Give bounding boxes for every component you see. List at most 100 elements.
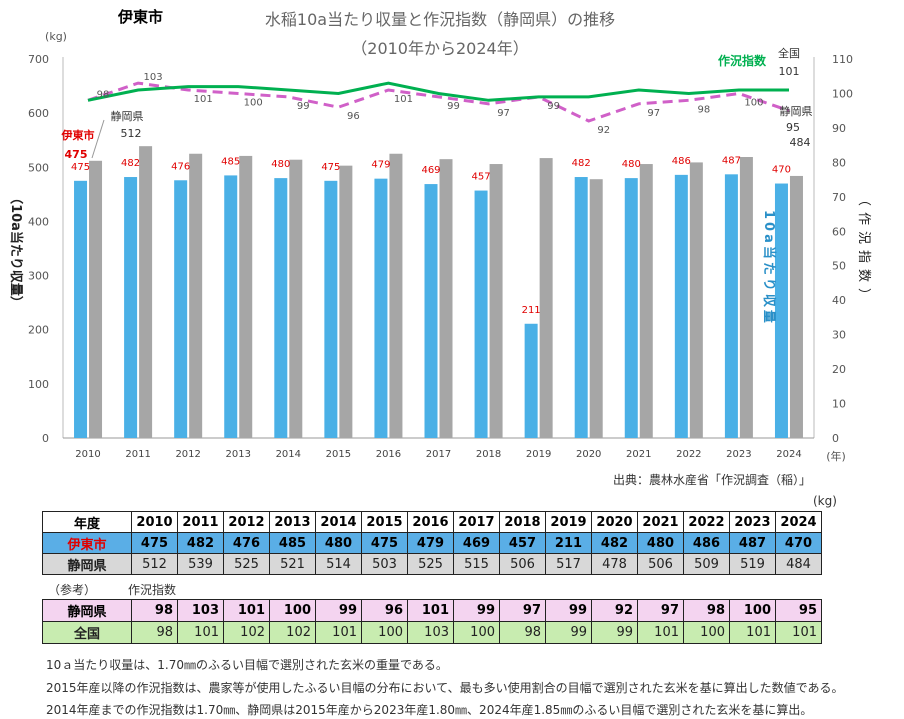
table-cell: 98 [499, 621, 546, 644]
table-cell: 99 [545, 621, 592, 644]
table-cell: 482 [591, 532, 638, 554]
table-row-index-national: 全国 98 101 102 102 101 100 103 100 98 99 99 101 100 10… [42, 621, 822, 644]
table-cell: 98 [131, 599, 178, 622]
pref-index-label: 99 [297, 101, 310, 112]
table-cell: 99 [315, 599, 362, 622]
table-cell: 103 [407, 621, 454, 644]
city-bar-label: 487 [722, 155, 741, 166]
city-header: 伊東市 [42, 532, 132, 554]
table-cell: 480 [315, 532, 362, 554]
pref-index-line [87, 81, 790, 123]
table-cell: 92 [591, 599, 638, 622]
city-bar-label: 485 [221, 156, 240, 167]
reference-label: （参考） [48, 583, 97, 597]
y-right-tick-label: 40 [832, 294, 846, 307]
table-cell: 96 [361, 599, 408, 622]
table-cell: 2018 [499, 511, 546, 533]
bar-axis-annotation: 10a当たり収量 [761, 210, 777, 326]
city-bar [424, 184, 438, 438]
yield-table: 年度 2010 2011 2012 2013 2014 2015 2016 2017 2018 2… [42, 511, 822, 575]
pref-leader-line [91, 119, 105, 159]
pref-header: 静岡県 [42, 553, 132, 575]
table-unit: (kg) [813, 494, 837, 508]
table-cell: 506 [499, 553, 546, 575]
city-bar-label: 469 [421, 165, 440, 176]
city-bar-label: 475 [321, 162, 340, 173]
national-index-line [87, 81, 789, 102]
city-bar [624, 178, 638, 438]
table-cell: 486 [683, 532, 730, 554]
y-left-tick-label: 400 [28, 215, 49, 228]
pref-bar [239, 155, 253, 438]
pref-bar [489, 164, 503, 438]
pref-index-label: 96 [347, 111, 360, 122]
yield-chart: 0 100 200 300 400 500 600 700 0 10 20 30 40 50 60 70 80 9… [8, 30, 871, 463]
y-right-tick-label: 60 [832, 225, 846, 238]
y-right-tick-label: 90 [832, 122, 846, 135]
index-legend-label: 作況指数 [718, 53, 767, 68]
index-label: 作況指数 [128, 583, 177, 597]
index-pref-header: 静岡県 [42, 599, 132, 622]
city-bar-label: 486 [672, 156, 691, 167]
x-tick-label: 2024 [776, 449, 801, 460]
pref-index-annotation: 静岡県 [780, 104, 813, 118]
pref-bar [789, 175, 803, 438]
table-cell: 101 [177, 621, 224, 644]
x-tick-label: 2017 [426, 449, 451, 460]
table-row-years: 年度 2010 2011 2012 2013 2014 2015 2016 2017 2018 2… [42, 511, 822, 533]
city-bar [174, 180, 188, 438]
y-left-tick-label: 0 [42, 432, 49, 445]
national-annotation: 全国 [778, 46, 800, 60]
table-cell: 103 [177, 599, 224, 622]
table-cell: 525 [407, 553, 454, 575]
table-row-city: 伊東市 475 482 476 485 480 475 479 469 457 211 482 480… [42, 532, 822, 554]
x-tick-label: 2018 [476, 449, 501, 460]
x-tick-label: 2016 [376, 449, 401, 460]
table-cell: 101 [315, 621, 362, 644]
x-tick-label: 2013 [226, 449, 251, 460]
table-cell: 101 [637, 621, 684, 644]
table-cell: 99 [453, 599, 500, 622]
note-3: 2014年産までの作況指数は1.70㎜、静岡県は2015年産から2023年産1.… [46, 703, 813, 717]
table-cell: 211 [545, 532, 592, 554]
x-tick-label: 2023 [726, 449, 751, 460]
pref-bar [139, 146, 153, 439]
y-right-tick-label: 80 [832, 156, 846, 169]
table-cell: 100 [453, 621, 500, 644]
table-cell: 2012 [223, 511, 270, 533]
pref-bar [539, 158, 553, 438]
table-cell: 101 [775, 621, 822, 644]
table-cell: 517 [545, 553, 592, 575]
pref-bar [739, 156, 753, 438]
x-tick-label: 2020 [576, 449, 601, 460]
last-national-value: 101 [779, 65, 800, 78]
city-bar [674, 174, 688, 438]
table-cell: 2015 [361, 511, 408, 533]
table-cell: 97 [499, 599, 546, 622]
table-cell: 102 [223, 621, 270, 644]
table-cell: 102 [269, 621, 316, 644]
note-1: 10ａ当たり収量は、1.70㎜のふるい目幅で選別された玄米の重量である。 [46, 658, 448, 672]
pref-bar [89, 160, 103, 438]
table-cell: 2020 [591, 511, 638, 533]
table-cell: 475 [361, 532, 408, 554]
pref-index-label: 101 [194, 94, 213, 105]
table-cell: 97 [637, 599, 684, 622]
table-cell: 539 [177, 553, 224, 575]
pref-index-label: 99 [547, 101, 560, 112]
table-cell: 476 [223, 532, 270, 554]
pref-index-label: 101 [394, 94, 413, 105]
pref-index-label: 97 [647, 108, 660, 119]
y-left-axis-title: （10a当たり収量） [8, 191, 24, 309]
table-cell: 487 [729, 532, 776, 554]
table-row-index-pref: 静岡県 98 103 101 100 99 96 101 99 97 99 92 97 98 100 95 [42, 599, 822, 622]
pref-bar [289, 159, 303, 438]
pref-index-label: 99 [447, 101, 460, 112]
city-bar-label: 480 [271, 159, 290, 170]
city-bar-label: 475 [71, 162, 90, 173]
last-pref-value: 484 [790, 136, 811, 149]
x-tick-label: 2019 [526, 449, 551, 460]
table-cell: 475 [131, 532, 178, 554]
table-cell: 457 [499, 532, 546, 554]
pref-index-label: 98 [97, 89, 110, 100]
